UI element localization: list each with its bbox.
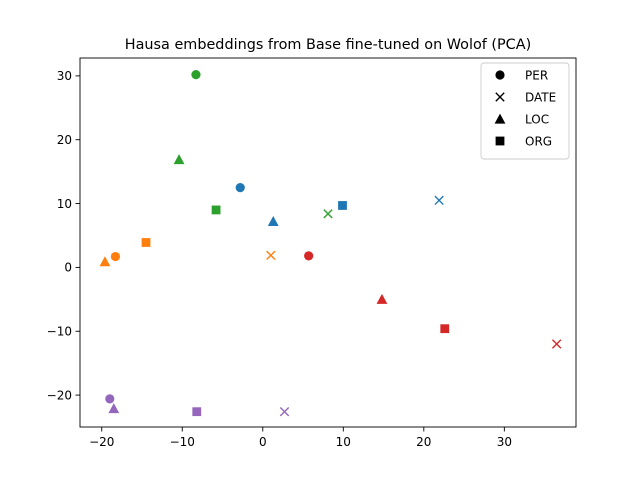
x-tick-label: −10 bbox=[170, 435, 195, 449]
legend-label: PER bbox=[525, 69, 548, 83]
x-tick-label: 20 bbox=[416, 435, 431, 449]
legend-box bbox=[480, 62, 570, 160]
data-point-square-0-3 bbox=[338, 201, 347, 210]
y-tick-label: 30 bbox=[57, 69, 72, 83]
data-point-x-0-1 bbox=[434, 195, 444, 206]
legend-circle-icon bbox=[495, 70, 505, 80]
data-point-x-4-1 bbox=[279, 406, 290, 417]
data-point-triangle-0-2 bbox=[267, 216, 279, 227]
data-point-triangle-2-2 bbox=[173, 154, 185, 165]
legend-x-icon bbox=[495, 92, 505, 102]
data-point-x-1-1 bbox=[266, 250, 276, 260]
x-tick-label: −20 bbox=[89, 435, 114, 449]
x-tick-label: 30 bbox=[497, 435, 512, 449]
data-point-triangle-3-2 bbox=[376, 293, 388, 304]
data-point-triangle-1-2 bbox=[99, 256, 111, 267]
legend-triangle-icon bbox=[494, 113, 506, 124]
legend: PER DATE LOC ORG bbox=[480, 62, 570, 160]
legend-label: DATE bbox=[525, 91, 556, 105]
data-point-x-2-1 bbox=[323, 209, 333, 219]
plot-area: −20 −10 0 10 20 30 −20 −10 0 10 20 30 bbox=[47, 57, 577, 449]
y-tick-label: 0 bbox=[64, 261, 72, 275]
chart-title: Hausa embeddings from Base fine-tuned on… bbox=[125, 37, 531, 53]
data-point-circle-0-0 bbox=[235, 182, 245, 193]
y-tick-label: 20 bbox=[57, 133, 72, 147]
y-tick-label: 10 bbox=[57, 197, 72, 211]
x-tick-label: 10 bbox=[336, 435, 351, 449]
data-point-triangle-4-2 bbox=[108, 403, 120, 414]
data-point-x-3-1 bbox=[551, 339, 562, 349]
data-point-circle-2-0 bbox=[191, 69, 201, 80]
axes-frame bbox=[79, 57, 577, 428]
data-point-circle-4-0 bbox=[105, 394, 115, 404]
data-point-square-3-3 bbox=[440, 324, 450, 334]
data-point-square-1-3 bbox=[141, 238, 151, 247]
data-point-circle-1-0 bbox=[110, 251, 121, 262]
y-tick-label: −10 bbox=[47, 325, 72, 339]
x-tick-label: 0 bbox=[259, 435, 267, 449]
y-tick-label: −20 bbox=[47, 388, 72, 402]
data-point-circle-3-0 bbox=[304, 251, 314, 261]
legend-label: LOC bbox=[525, 113, 549, 127]
data-point-square-2-3 bbox=[211, 205, 221, 215]
data-point-square-4-3 bbox=[192, 407, 202, 417]
legend-label: ORG bbox=[525, 135, 552, 149]
legend-square-icon bbox=[495, 136, 505, 146]
